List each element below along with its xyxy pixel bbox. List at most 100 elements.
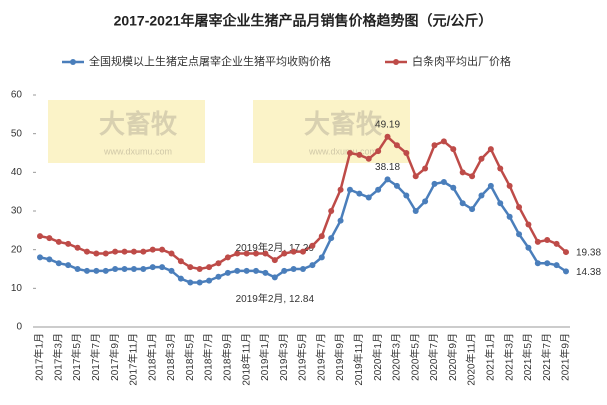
point (234, 250, 241, 257)
point (93, 267, 100, 274)
x-tick-label: 2020年3月 (390, 333, 403, 381)
chart-title: 2017-2021年屠宰企业生猪产品月销售价格趋势图（元/公斤） (114, 13, 493, 29)
point (356, 190, 363, 197)
point (46, 256, 53, 263)
x-tick-label: 2017年7月 (89, 333, 102, 381)
x-tick-label: 2020年1月 (371, 333, 384, 381)
point (130, 248, 137, 255)
point (271, 257, 278, 264)
point (159, 264, 166, 271)
point (177, 275, 184, 282)
point (121, 248, 128, 255)
x-tick-label: 2017年1月 (33, 333, 46, 381)
point (65, 262, 72, 269)
point (196, 266, 203, 272)
y-tick-label: 60 (11, 90, 23, 101)
point (384, 133, 391, 140)
point (93, 250, 100, 257)
point (140, 266, 147, 272)
point (234, 267, 241, 274)
watermark-box (253, 100, 410, 163)
point (440, 179, 447, 185)
y-tick-label: 50 (11, 128, 23, 139)
point (300, 266, 306, 272)
point (534, 238, 541, 245)
point (337, 186, 344, 193)
x-tick-label: 2018年7月 (202, 333, 215, 381)
point (168, 250, 175, 257)
x-tick-label: 2019年7月 (314, 333, 327, 381)
x-tick-label: 2018年3月 (164, 333, 177, 381)
point (516, 231, 523, 238)
x-tick-label: 2019年9月 (333, 333, 346, 381)
point (393, 142, 400, 149)
point (159, 246, 166, 253)
point (112, 248, 119, 255)
point (337, 217, 344, 224)
data-label: 2019年2月, 12.84 (236, 292, 315, 305)
point (469, 206, 476, 213)
point (253, 267, 260, 274)
point (563, 249, 569, 256)
point (431, 142, 438, 149)
point (300, 248, 306, 255)
point (346, 186, 353, 193)
point (281, 250, 288, 257)
point (168, 267, 175, 274)
point (450, 184, 457, 191)
point (121, 266, 128, 272)
watermark-url: www.dxumu.com (103, 146, 172, 156)
point (55, 238, 62, 245)
point (525, 221, 532, 228)
point (469, 173, 476, 180)
x-tick-label: 2018年5月 (183, 333, 196, 381)
x-tick-label: 2020年7月 (427, 333, 440, 381)
legend-label: 全国规模以上生猪定点屠宰企业生猪平均收购价格 (89, 54, 331, 68)
point (431, 180, 438, 187)
point (224, 269, 231, 276)
point (130, 266, 137, 272)
x-tick-label: 2021年5月 (521, 333, 534, 381)
y-tick-label: 30 (11, 206, 23, 217)
point (196, 279, 203, 286)
point (544, 260, 551, 267)
point (206, 264, 213, 271)
point (412, 173, 419, 180)
point (497, 200, 504, 207)
point (459, 169, 466, 176)
point (534, 260, 541, 267)
x-tick-label: 2021年3月 (502, 333, 515, 381)
watermark-box (48, 100, 205, 163)
point (215, 273, 222, 280)
point (328, 208, 335, 214)
point (112, 266, 119, 272)
legend-marker (393, 59, 399, 65)
point (403, 150, 410, 156)
x-tick-label: 2019年1月 (258, 333, 271, 381)
x-tick-label: 2019年3月 (277, 333, 290, 381)
point (102, 250, 109, 257)
legend-label: 白条肉平均出厂价格 (412, 54, 511, 68)
point (459, 200, 466, 207)
point (140, 248, 147, 255)
watermark-url: www.dxumu.com (308, 146, 377, 156)
x-tick-label: 2017年3月 (51, 333, 64, 381)
point (487, 146, 494, 153)
point (37, 254, 43, 261)
x-tick-label: 2017年9月 (108, 333, 121, 381)
y-tick-label: 20 (11, 244, 23, 255)
point (440, 138, 447, 145)
x-tick-label: 2017年11月 (127, 333, 140, 386)
point (403, 192, 410, 199)
point (309, 262, 316, 269)
watermark-logo: 大畜牧 (99, 109, 178, 139)
x-tick-label: 2020年9月 (446, 333, 459, 381)
point (375, 186, 382, 193)
point (506, 213, 513, 220)
point (375, 148, 382, 155)
x-tick-label: 2019年5月 (296, 333, 309, 381)
legend-marker (70, 59, 76, 65)
point (74, 266, 81, 272)
data-label: 38.18 (375, 162, 400, 173)
point (516, 204, 523, 211)
